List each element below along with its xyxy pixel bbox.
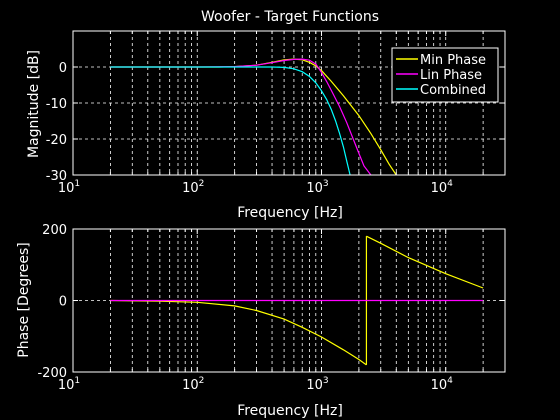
- y-tick-label: -20: [46, 133, 67, 148]
- x-tick-label: 104: [431, 179, 454, 196]
- x-tick-label: 103: [306, 376, 328, 393]
- y-tick-label: 0: [59, 295, 67, 310]
- series-line-min-phase: [110, 299, 367, 366]
- phase-axes: 101 102 103 104 200 0 -200 Frequency [Hz] Phas…: [16, 223, 506, 419]
- magnitude-series: [110, 58, 397, 176]
- x-tick-label: 102: [182, 179, 204, 196]
- series-line-min-phase: [366, 235, 484, 289]
- magnitude-ticks: 101 102 103 104 0 -10 -20 -30: [46, 31, 506, 196]
- x-tick-label: 104: [431, 376, 454, 393]
- y-tick-label: -10: [46, 97, 67, 112]
- legend-label: Min Phase: [420, 53, 486, 68]
- y-tick-label: -200: [37, 366, 67, 381]
- x-tick-label: 101: [58, 179, 80, 196]
- y-tick-label: 200: [42, 223, 67, 238]
- legend-box: [391, 47, 499, 103]
- magnitude-x-label: Frequency [Hz]: [237, 205, 343, 221]
- magnitude-y-label: Magnitude [dB]: [26, 50, 42, 158]
- magnitude-axes: Woofer - Target Functions 101 102 103 104 0 -…: [26, 9, 506, 221]
- chart-title: Woofer - Target Functions: [201, 9, 379, 25]
- y-tick-label: -30: [46, 169, 67, 184]
- x-tick-label: 103: [306, 179, 328, 196]
- x-tick-label: 102: [182, 376, 204, 393]
- phase-series: [110, 235, 484, 366]
- phase-x-label: Frequency [Hz]: [237, 403, 343, 419]
- legend-label: Lin Phase: [420, 68, 482, 83]
- phase-ticks: 101 102 103 104 200 0 -200: [37, 223, 506, 393]
- x-tick-label: 101: [58, 376, 80, 393]
- y-tick-label: 0: [59, 61, 67, 76]
- series-line-combined: [110, 66, 351, 176]
- phase-y-label: Phase [Degrees]: [16, 242, 32, 357]
- legend-label: Combined: [420, 83, 486, 98]
- series-line-lin-phase: [110, 58, 372, 176]
